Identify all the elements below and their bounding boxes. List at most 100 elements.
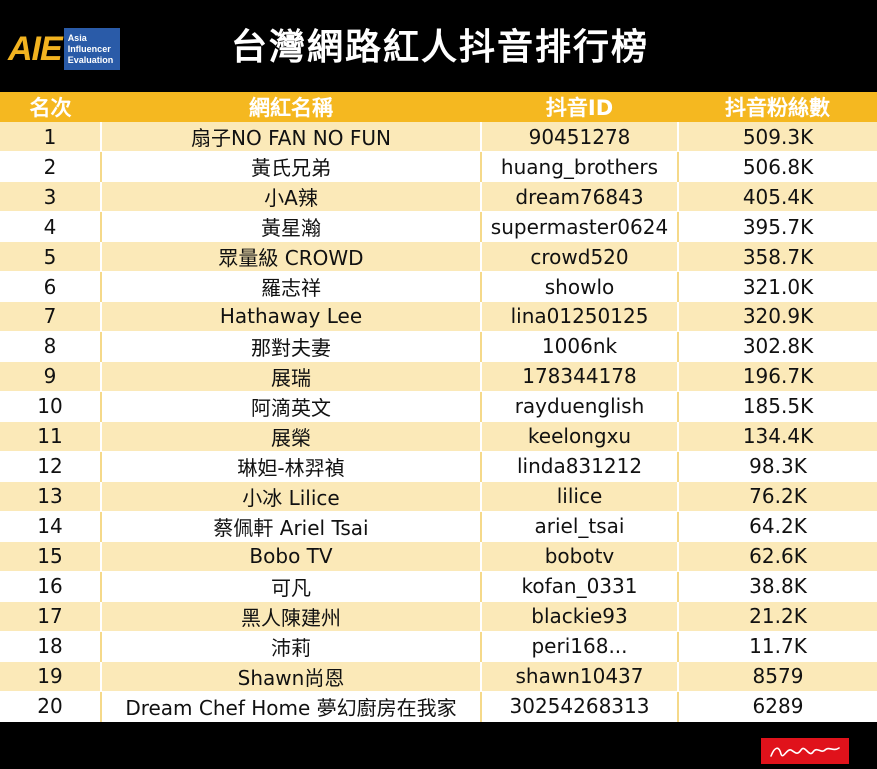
table-row: 14 蔡佩軒 Ariel Tsai ariel_tsai 64.2K (0, 511, 877, 542)
douyin-id-cell: crowd520 (481, 241, 679, 272)
name-cell: 蔡佩軒 Ariel Tsai (101, 511, 482, 542)
followers-cell: 321.0K (678, 271, 877, 302)
douyin-id-cell: rayduenglish (481, 391, 679, 422)
followers-cell: 506.8K (678, 151, 877, 182)
name-cell: 黃星瀚 (101, 211, 482, 242)
table-row: 7 Hathaway Lee lina01250125 320.9K (0, 301, 877, 332)
table-row: 3 小A辣 dream76843 405.4K (0, 181, 877, 212)
douyin-id-cell: supermaster0624 (481, 211, 679, 242)
table-body: 1 扇子NO FAN NO FUN 90451278 509.3K 2 黃氏兄弟 huang… (0, 122, 877, 722)
rank-cell: 5 (0, 241, 102, 272)
douyin-id-cell: 30254268313 (481, 691, 679, 722)
aie-logo: AIE Asia Influencer Evaluation (8, 28, 120, 70)
douyin-id-cell: ariel_tsai (481, 511, 679, 542)
table-row: 2 黃氏兄弟 huang_brothers 506.8K (0, 151, 877, 182)
douyin-id-cell: peri168... (481, 631, 679, 662)
rank-cell: 7 (0, 301, 102, 332)
douyin-id-cell: 90451278 (481, 122, 679, 152)
page-title: 台灣網路紅人抖音排行榜 (230, 27, 649, 68)
name-cell: 可凡 (101, 571, 482, 602)
table-row: 10 阿滴英文 rayduenglish 185.5K (0, 391, 877, 422)
name-cell: 琳妲-林羿禎 (101, 451, 482, 482)
table-row: 1 扇子NO FAN NO FUN 90451278 509.3K (0, 122, 877, 152)
name-cell: 沛莉 (101, 631, 482, 662)
table-row: 19 Shawn尚恩 shawn10437 8579 (0, 661, 877, 692)
followers-cell: 76.2K (678, 481, 877, 512)
name-cell: 那對夫妻 (101, 331, 482, 362)
douyin-id-cell: kofan_0331 (481, 571, 679, 602)
name-cell: 羅志祥 (101, 271, 482, 302)
rank-cell: 11 (0, 421, 102, 452)
rank-cell: 18 (0, 631, 102, 662)
douyin-id-cell: 178344178 (481, 361, 679, 392)
rank-cell: 12 (0, 451, 102, 482)
name-cell: 展榮 (101, 421, 482, 452)
rank-cell: 2 (0, 151, 102, 182)
followers-cell: 134.4K (678, 421, 877, 452)
footer-bar (0, 730, 877, 769)
followers-cell: 405.4K (678, 181, 877, 212)
followers-cell: 64.2K (678, 511, 877, 542)
table-row: 15 Bobo TV bobotv 62.6K (0, 541, 877, 572)
logo-line-2: Influencer (67, 43, 111, 54)
rank-cell: 8 (0, 331, 102, 362)
name-cell: 展瑞 (101, 361, 482, 392)
rank-cell: 20 (0, 691, 102, 722)
douyin-id-cell: bobotv (481, 541, 679, 572)
logo-mark: AIE (8, 30, 63, 68)
name-cell: 扇子NO FAN NO FUN (101, 122, 482, 152)
name-cell: Shawn尚恩 (101, 661, 482, 692)
rank-cell: 17 (0, 601, 102, 632)
name-cell: 阿滴英文 (101, 391, 482, 422)
header-name: 網紅名稱 (101, 92, 481, 122)
table-row: 16 可凡 kofan_0331 38.8K (0, 571, 877, 602)
followers-cell: 395.7K (678, 211, 877, 242)
followers-cell: 11.7K (678, 631, 877, 662)
douyin-id-cell: blackie93 (481, 601, 679, 632)
table-row: 5 眾量級 CROWD crowd520 358.7K (0, 241, 877, 272)
table-header-row: 名次 網紅名稱 抖音ID 抖音粉絲數 (0, 92, 877, 122)
header-bar: AIE Asia Influencer Evaluation 台灣網路紅人抖音排… (0, 0, 877, 90)
douyin-id-cell: huang_brothers (481, 151, 679, 182)
rank-cell: 9 (0, 361, 102, 392)
ranking-table: 名次 網紅名稱 抖音ID 抖音粉絲數 1 扇子NO FAN NO FUN 90451… (0, 92, 877, 722)
followers-cell: 185.5K (678, 391, 877, 422)
rank-cell: 16 (0, 571, 102, 602)
followers-cell: 320.9K (678, 301, 877, 332)
rank-cell: 10 (0, 391, 102, 422)
rank-cell: 13 (0, 481, 102, 512)
douyin-id-cell: showlo (481, 271, 679, 302)
followers-cell: 62.6K (678, 541, 877, 572)
name-cell: 眾量級 CROWD (101, 241, 482, 272)
rank-cell: 4 (0, 211, 102, 242)
followers-cell: 38.8K (678, 571, 877, 602)
logo-line-1: Asia (67, 32, 87, 43)
rank-cell: 1 (0, 122, 102, 152)
table-row: 12 琳妲-林羿禎 linda831212 98.3K (0, 451, 877, 482)
name-cell: Bobo TV (101, 541, 482, 572)
table-row: 13 小冰 Lilice lilice 76.2K (0, 481, 877, 512)
name-cell: 黃氏兄弟 (101, 151, 482, 182)
followers-cell: 6289 (678, 691, 877, 722)
followers-cell: 98.3K (678, 451, 877, 482)
name-cell: 小冰 Lilice (101, 481, 482, 512)
rank-cell: 14 (0, 511, 102, 542)
table-row: 8 那對夫妻 1006nk 302.8K (0, 331, 877, 362)
table-row: 4 黃星瀚 supermaster0624 395.7K (0, 211, 877, 242)
followers-cell: 196.7K (678, 361, 877, 392)
logo-caption: Asia Influencer Evaluation (63, 28, 120, 70)
table-row: 18 沛莉 peri168... 11.7K (0, 631, 877, 662)
rank-cell: 6 (0, 271, 102, 302)
name-cell: Hathaway Lee (101, 301, 482, 332)
table-row: 9 展瑞 178344178 196.7K (0, 361, 877, 392)
douyin-id-cell: linda831212 (481, 451, 679, 482)
douyin-id-cell: keelongxu (481, 421, 679, 452)
followers-cell: 358.7K (678, 241, 877, 272)
header-followers: 抖音粉絲數 (678, 92, 877, 122)
followers-cell: 8579 (678, 661, 877, 692)
followers-cell: 302.8K (678, 331, 877, 362)
signature-scribble (770, 747, 840, 757)
douyin-id-cell: lilice (481, 481, 679, 512)
douyin-id-cell: shawn10437 (481, 661, 679, 692)
name-cell: Dream Chef Home 夢幻廚房在我家 (101, 691, 482, 722)
